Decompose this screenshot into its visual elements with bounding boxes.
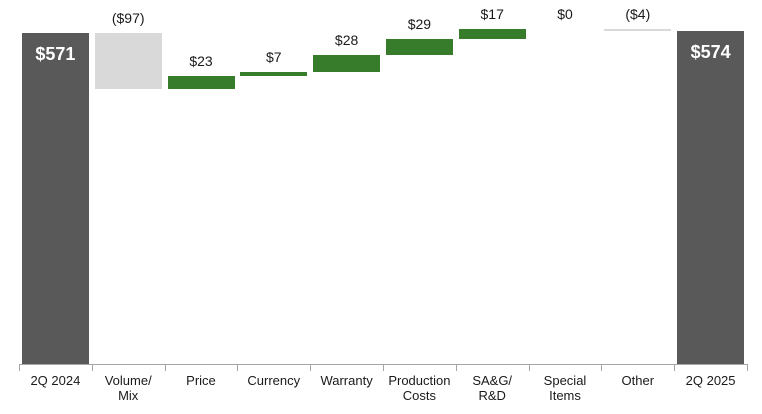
axis-label-warranty: Warranty bbox=[320, 373, 373, 388]
axis-tick bbox=[601, 364, 603, 371]
axis-tick bbox=[383, 364, 384, 371]
bar-price bbox=[167, 75, 235, 89]
bar-volume-mix bbox=[94, 32, 162, 89]
axis-tick bbox=[528, 364, 530, 371]
value-label-other: ($4) bbox=[625, 5, 651, 22]
bar-other bbox=[604, 28, 672, 31]
bar-currency bbox=[240, 71, 308, 76]
axis-label-production-costs: Production Costs bbox=[388, 373, 451, 403]
axis-label-2q-2025: 2Q 2025 bbox=[685, 373, 736, 388]
value-label-production-costs: $29 bbox=[407, 15, 432, 32]
axis-tick bbox=[674, 364, 676, 371]
value-label-price: $23 bbox=[189, 52, 213, 69]
value-label-sa-g-r-d: $17 bbox=[480, 5, 504, 22]
axis-tick bbox=[237, 364, 239, 371]
value-label-special-items: $0 bbox=[557, 5, 573, 22]
value-label-volume-mix: ($97) bbox=[111, 9, 145, 26]
bar-2q-2024 bbox=[21, 32, 89, 364]
value-label-warranty: $28 bbox=[334, 32, 359, 49]
axis-tick bbox=[91, 364, 93, 371]
axis-label-special-items: Special Items bbox=[543, 373, 587, 403]
axis-label-sa-g-r-d: SA&G/ R&D bbox=[472, 373, 513, 403]
bar-warranty bbox=[313, 55, 381, 72]
bar-production-costs bbox=[385, 38, 453, 56]
axis-tick bbox=[455, 364, 457, 371]
axis-tick bbox=[164, 364, 166, 371]
axis-label-2q-2024: 2Q 2024 bbox=[30, 373, 81, 388]
axis-label-other: Other bbox=[621, 373, 655, 388]
axis-label-price: Price bbox=[186, 373, 216, 388]
value-label-currency: $7 bbox=[266, 48, 282, 65]
bar-2q-2025 bbox=[677, 30, 745, 364]
axis-label-currency: Currency bbox=[247, 373, 301, 388]
axis-tick bbox=[747, 364, 748, 371]
axis-tick bbox=[310, 364, 312, 371]
axis-tick bbox=[19, 364, 20, 371]
bar-sa-g-r-d bbox=[458, 28, 526, 39]
value-label-2q-2024: $571 bbox=[35, 43, 76, 64]
axis-label-volume-mix: Volume/ Mix bbox=[104, 373, 152, 403]
value-label-2q-2025: $574 bbox=[690, 41, 731, 62]
